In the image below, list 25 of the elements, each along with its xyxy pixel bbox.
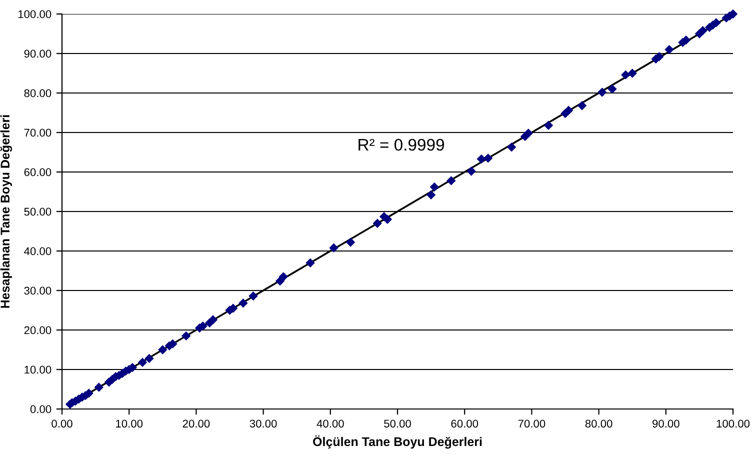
x-axis-title: Ölçülen Tane Boyu Değerleri xyxy=(313,435,482,449)
y-tick-label: 80.00 xyxy=(24,89,52,98)
y-tick-label: 60.00 xyxy=(24,168,52,176)
x-tick-label: 30.00 xyxy=(250,420,277,428)
x-tick-label: 90.00 xyxy=(652,420,680,428)
x-tick-label: 60.00 xyxy=(451,420,478,428)
y-tick-label: 90.00 xyxy=(24,50,52,58)
x-tick-label: 80.00 xyxy=(585,420,612,428)
y-tick-label: 10.00 xyxy=(24,366,52,374)
x-tick-label: 0.00 xyxy=(52,420,72,428)
y-tick-label: 40.00 xyxy=(24,247,52,256)
x-tick-label: 100.00 xyxy=(716,420,750,428)
x-tick-label: 50.00 xyxy=(384,420,411,428)
y-tick-label: 30.00 xyxy=(24,286,52,295)
y-tick-label: 0.00 xyxy=(30,405,52,414)
y-axis-title: Hesaplanan Tane Boyu Değerleri xyxy=(0,115,12,308)
y-tick-label: 20.00 xyxy=(24,326,52,334)
x-tick-label: 70.00 xyxy=(518,420,546,428)
x-tick-label: 10.00 xyxy=(116,420,143,428)
y-tick-label: 100.00 xyxy=(18,10,52,18)
x-tick-label: 20.00 xyxy=(182,420,210,428)
annotation: R² = 0.9999 xyxy=(358,138,444,151)
y-tick-label: 70.00 xyxy=(24,128,52,137)
x-tick-label: 40.00 xyxy=(316,420,344,428)
y-tick-label: 50.00 xyxy=(24,208,52,216)
